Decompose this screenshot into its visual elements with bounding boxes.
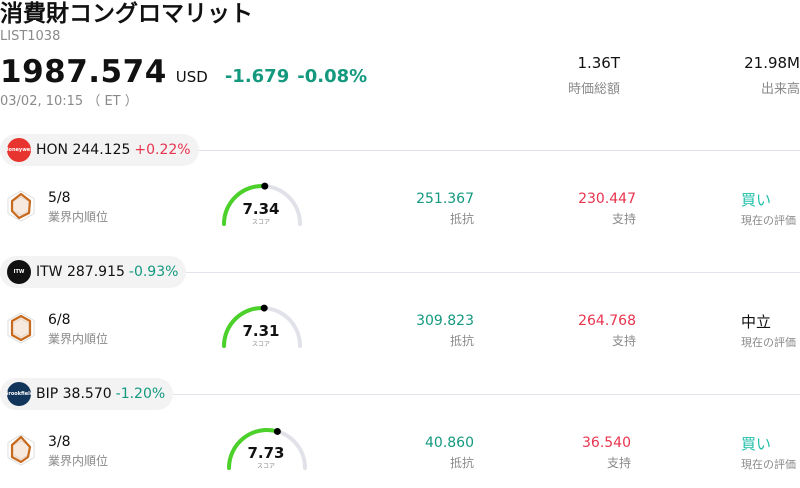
current-rating-label: 現在の評価 — [741, 214, 796, 227]
resistance-value: 40.860 — [425, 435, 474, 451]
resistance-value: 309.823 — [416, 313, 474, 329]
industry-rank-label: 業界内順位 — [48, 332, 109, 346]
support-value: 230.447 — [578, 191, 636, 207]
ticker-price: HON 244.125 — [36, 142, 130, 158]
score-gauge: 7.73 スコア — [225, 422, 311, 472]
stock-change-percent: -0.93% — [128, 264, 179, 280]
radar-chart-icon — [7, 190, 35, 222]
section-divider — [198, 150, 800, 151]
radar-chart-icon — [7, 312, 35, 344]
gauge-arc-icon — [222, 182, 302, 226]
section-divider — [186, 272, 800, 273]
price-change-percent: -0.08% — [297, 66, 368, 87]
current-rating: 中立 — [741, 313, 772, 331]
ticker: HON — [36, 142, 69, 158]
section-divider — [172, 394, 800, 395]
score-value: 7.34 — [242, 200, 280, 218]
gauge-arc-icon — [227, 427, 307, 470]
resistance-value: 251.367 — [416, 191, 474, 207]
stock-section: ITW ITW 287.915 -0.93% 6/8 業界内順位 7.31 スコ… — [0, 256, 800, 366]
volume-label: 出来高 — [760, 82, 800, 97]
current-rating: 買い — [741, 435, 772, 453]
industry-rank: 6/8 — [48, 312, 71, 328]
support-value: 36.540 — [582, 435, 631, 451]
support-value: 264.768 — [578, 313, 636, 329]
stock-change-percent: -1.20% — [115, 386, 166, 402]
radar-chart-icon — [7, 434, 35, 466]
score-gauge: 7.31 スコア — [220, 300, 306, 350]
stock-price: 38.570 — [62, 386, 112, 402]
stock-pill-itw[interactable]: ITW ITW 287.915 -0.93% — [0, 256, 187, 288]
score-gauge: 7.34 スコア — [220, 178, 306, 228]
industry-rank: 5/8 — [48, 190, 71, 206]
itw-logo-icon: ITW — [7, 260, 31, 284]
stock-section: Brookfield BIP 38.570 -1.20% 3/8 業界内順位 7… — [0, 378, 800, 488]
gauge-arc-icon — [222, 304, 302, 348]
volume-stat: 21.98M 出来高 — [720, 54, 800, 97]
market-cap-stat: 1.36T 時価総額 — [540, 54, 620, 97]
stock-price: 287.915 — [66, 264, 125, 280]
industry-rank: 3/8 — [48, 434, 71, 450]
ticker: BIP — [36, 386, 59, 402]
market-cap-value: 1.36T — [577, 54, 620, 72]
price-line: 1987.574 USD -1.679 -0.08% — [0, 54, 367, 90]
stock-pill-bip[interactable]: Brookfield BIP 38.570 -1.20% — [0, 378, 174, 410]
market-cap-label: 時価総額 — [567, 82, 620, 97]
score-label: スコア — [251, 341, 270, 348]
stock-change-percent: +0.22% — [134, 142, 191, 158]
industry-rank-label: 業界内順位 — [48, 454, 109, 468]
support-label: 支持 — [611, 334, 636, 348]
current-rating-label: 現在の評価 — [741, 336, 796, 349]
resistance-label: 抵抗 — [449, 212, 474, 226]
currency: USD — [175, 68, 208, 86]
resistance-label: 抵抗 — [449, 456, 474, 470]
stock-price: 244.125 — [72, 142, 131, 158]
stock-pill-hon[interactable]: Honeywell HON 244.125 +0.22% — [0, 134, 199, 166]
honeywell-logo-icon: Honeywell — [7, 138, 31, 162]
current-rating-label: 現在の評価 — [741, 458, 796, 471]
price-change: -1.679 — [224, 66, 290, 87]
resistance-label: 抵抗 — [449, 334, 474, 348]
score-label: スコア — [251, 219, 270, 226]
score-value: 7.31 — [242, 322, 280, 340]
ticker: ITW — [36, 264, 63, 280]
support-label: 支持 — [611, 212, 636, 226]
stock-section: Honeywell HON 244.125 +0.22% 5/8 業界内順位 7… — [0, 134, 800, 244]
list-code: LIST1038 — [0, 29, 61, 44]
volume-value: 21.98M — [744, 54, 800, 72]
industry-rank-label: 業界内順位 — [48, 210, 109, 224]
support-label: 支持 — [606, 456, 631, 470]
brookfield-logo-icon: Brookfield — [7, 382, 31, 406]
timestamp: 03/02, 10:15 （ ET ） — [0, 94, 138, 109]
current-rating: 買い — [741, 191, 772, 209]
index-price: 1987.574 — [0, 54, 167, 90]
score-value: 7.73 — [247, 444, 285, 462]
ticker-price: BIP 38.570 — [36, 386, 112, 402]
ticker-price: ITW 287.915 — [36, 264, 125, 280]
score-label: スコア — [256, 463, 275, 470]
page-title: 消費財コングロマリット — [0, 1, 253, 27]
